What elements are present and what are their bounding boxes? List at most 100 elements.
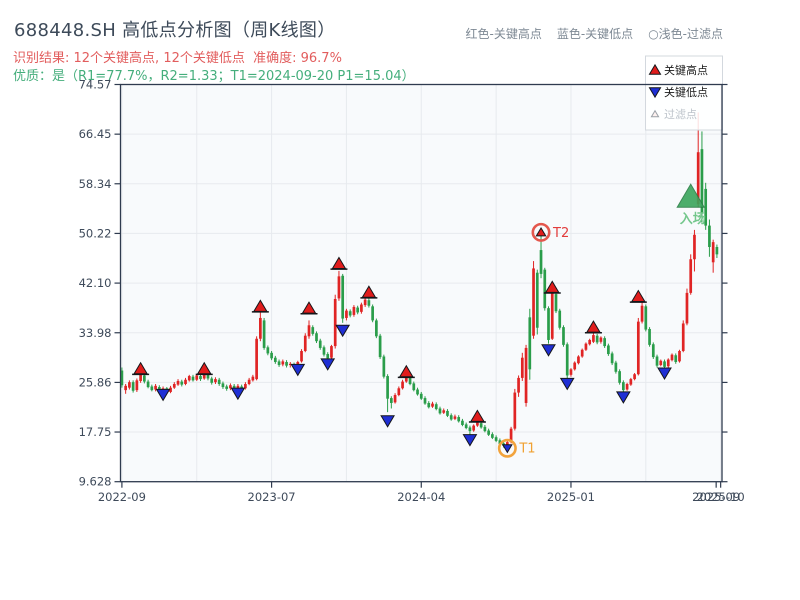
key-high-marker bbox=[301, 301, 317, 314]
candle bbox=[180, 381, 184, 385]
candle bbox=[595, 335, 599, 343]
candle bbox=[663, 361, 666, 367]
candle bbox=[371, 306, 374, 321]
candle bbox=[382, 356, 386, 377]
candle bbox=[592, 335, 595, 342]
y-tick-label: 50.22 bbox=[79, 226, 112, 240]
legend-key-high-icon bbox=[648, 63, 662, 75]
candle bbox=[509, 428, 513, 443]
candle bbox=[708, 225, 711, 248]
candle bbox=[244, 384, 247, 389]
candles-layer bbox=[120, 112, 719, 449]
candle bbox=[128, 382, 131, 388]
candle bbox=[397, 388, 401, 396]
annotations: T1 T2 入场 bbox=[497, 183, 706, 458]
candle bbox=[434, 404, 438, 410]
y-tick-label: 58.34 bbox=[79, 177, 112, 191]
y-tick-label: 25.86 bbox=[79, 375, 112, 389]
t1-label: T1 bbox=[518, 442, 535, 457]
candle bbox=[423, 398, 427, 404]
key-high-marker bbox=[630, 289, 646, 303]
candle bbox=[543, 269, 547, 309]
candle bbox=[221, 383, 225, 388]
candle bbox=[603, 338, 606, 347]
candle bbox=[416, 389, 419, 395]
y-tick-label: 17.75 bbox=[79, 425, 112, 439]
candle bbox=[535, 272, 539, 328]
candle bbox=[629, 379, 633, 385]
y-tick-label: 66.45 bbox=[79, 127, 112, 141]
candle bbox=[520, 357, 524, 378]
candle bbox=[711, 242, 715, 263]
candle bbox=[453, 416, 457, 419]
candle bbox=[251, 376, 255, 381]
candle bbox=[427, 402, 431, 408]
candle bbox=[300, 350, 303, 362]
key-point-markers bbox=[132, 227, 672, 454]
key-low-marker bbox=[380, 415, 395, 428]
candle bbox=[169, 387, 172, 392]
candle bbox=[318, 340, 322, 348]
legend-key-low-icon bbox=[648, 87, 662, 99]
candle bbox=[360, 304, 363, 312]
candle bbox=[281, 361, 285, 365]
candle bbox=[146, 381, 150, 388]
candle bbox=[539, 250, 543, 274]
candle bbox=[393, 395, 397, 403]
candle bbox=[255, 338, 258, 380]
candle bbox=[348, 311, 352, 316]
candle bbox=[487, 430, 490, 435]
candle bbox=[259, 317, 262, 339]
key-low-marker bbox=[559, 377, 575, 391]
key-high-marker bbox=[133, 361, 148, 375]
candle bbox=[449, 415, 453, 420]
candle bbox=[599, 337, 603, 342]
color-legend-key-low: 蓝色-关键低点 bbox=[556, 27, 634, 41]
candle bbox=[352, 306, 356, 315]
candle bbox=[607, 345, 610, 355]
key-low-marker bbox=[335, 324, 351, 338]
candle bbox=[562, 327, 565, 345]
candle bbox=[225, 386, 229, 389]
candle bbox=[479, 423, 483, 428]
key-low-marker bbox=[290, 363, 306, 377]
key-low-marker bbox=[320, 358, 336, 371]
candle bbox=[326, 354, 330, 359]
candle bbox=[214, 379, 217, 383]
candle bbox=[386, 376, 389, 399]
candle bbox=[285, 361, 288, 366]
candle bbox=[367, 300, 371, 306]
candle bbox=[588, 339, 592, 345]
axes: 74.57 66.45 58.34 50.22 42.10 33.98 25.86 17.75… bbox=[79, 78, 745, 505]
legend-filter-icon bbox=[650, 109, 660, 118]
candle bbox=[217, 379, 221, 385]
key-low-marker bbox=[501, 444, 513, 454]
candle bbox=[659, 360, 663, 366]
candle bbox=[187, 376, 191, 381]
candle bbox=[468, 427, 472, 432]
key-high-marker bbox=[252, 299, 268, 312]
candle bbox=[517, 377, 520, 393]
candle bbox=[303, 335, 307, 351]
candle bbox=[389, 398, 393, 403]
candle bbox=[277, 361, 281, 366]
key-high-marker bbox=[544, 280, 560, 293]
candle bbox=[345, 310, 348, 318]
candle bbox=[247, 379, 251, 385]
candle bbox=[311, 327, 315, 334]
candle bbox=[240, 386, 244, 389]
candle bbox=[681, 323, 685, 351]
x-tick-label: 2023-07 bbox=[248, 490, 296, 504]
candle bbox=[457, 417, 461, 422]
candle bbox=[419, 393, 423, 399]
candle bbox=[666, 359, 670, 367]
candle bbox=[202, 374, 206, 379]
x-tick-label: 2022-09 bbox=[98, 490, 146, 504]
y-tick-label: 74.57 bbox=[79, 78, 112, 92]
candle bbox=[135, 380, 139, 391]
candle bbox=[262, 320, 266, 348]
candle bbox=[610, 353, 614, 364]
key-low-marker bbox=[155, 388, 171, 402]
candle bbox=[693, 234, 696, 260]
color-legend-key-high: 红色-关键高点 bbox=[465, 27, 542, 41]
